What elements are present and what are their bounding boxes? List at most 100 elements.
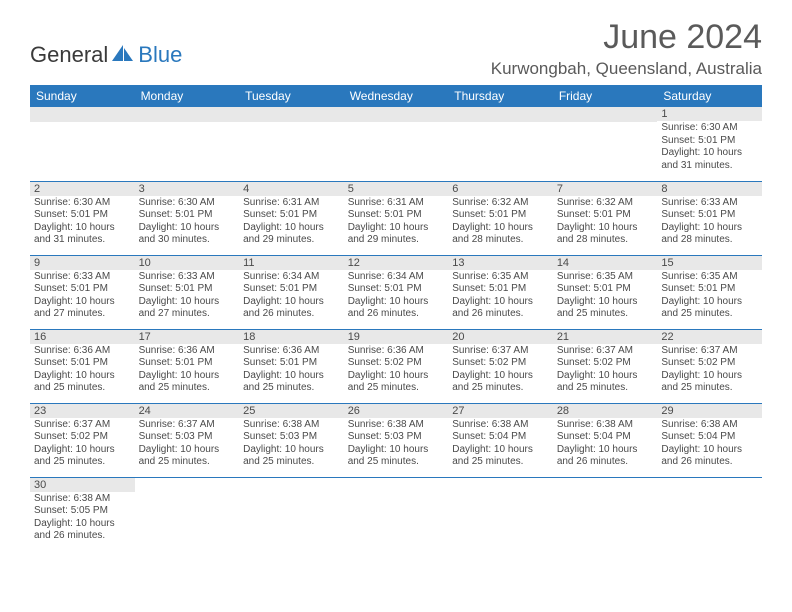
- day-content: Sunrise: 6:30 AMSunset: 5:01 PMDaylight:…: [657, 121, 762, 174]
- daylight-text-2: and 25 minutes.: [243, 456, 340, 469]
- sunrise-text: Sunrise: 6:37 AM: [139, 419, 236, 432]
- day-content: Sunrise: 6:32 AMSunset: 5:01 PMDaylight:…: [553, 196, 658, 249]
- calendar-cell: 3Sunrise: 6:30 AMSunset: 5:01 PMDaylight…: [135, 181, 240, 255]
- daylight-text-2: and 25 minutes.: [557, 308, 654, 321]
- sunset-text: Sunset: 5:01 PM: [661, 209, 758, 222]
- day-content: Sunrise: 6:34 AMSunset: 5:01 PMDaylight:…: [239, 270, 344, 323]
- sunrise-text: Sunrise: 6:37 AM: [661, 345, 758, 358]
- day-number: 9: [30, 256, 135, 270]
- sunset-text: Sunset: 5:01 PM: [34, 357, 131, 370]
- daylight-text-1: Daylight: 10 hours: [243, 444, 340, 457]
- daylight-text-1: Daylight: 10 hours: [348, 222, 445, 235]
- calendar-cell: [135, 107, 240, 181]
- day-number: 21: [553, 330, 658, 344]
- day-content: Sunrise: 6:30 AMSunset: 5:01 PMDaylight:…: [135, 196, 240, 249]
- weekday-header: Monday: [135, 85, 240, 107]
- day-number: 28: [553, 404, 658, 418]
- calendar-cell: [239, 477, 344, 551]
- day-number: 4: [239, 182, 344, 196]
- calendar-cell: 29Sunrise: 6:38 AMSunset: 5:04 PMDayligh…: [657, 403, 762, 477]
- day-content: Sunrise: 6:35 AMSunset: 5:01 PMDaylight:…: [657, 270, 762, 323]
- calendar-cell: 7Sunrise: 6:32 AMSunset: 5:01 PMDaylight…: [553, 181, 658, 255]
- daylight-text-2: and 25 minutes.: [243, 382, 340, 395]
- daylight-text-1: Daylight: 10 hours: [348, 370, 445, 383]
- weekday-header: Saturday: [657, 85, 762, 107]
- daylight-text-1: Daylight: 10 hours: [243, 370, 340, 383]
- day-content: Sunrise: 6:31 AMSunset: 5:01 PMDaylight:…: [344, 196, 449, 249]
- daylight-text-1: Daylight: 10 hours: [34, 296, 131, 309]
- day-content: Sunrise: 6:36 AMSunset: 5:01 PMDaylight:…: [239, 344, 344, 397]
- sunset-text: Sunset: 5:03 PM: [348, 431, 445, 444]
- sunset-text: Sunset: 5:01 PM: [139, 209, 236, 222]
- day-content: Sunrise: 6:33 AMSunset: 5:01 PMDaylight:…: [135, 270, 240, 323]
- sunrise-text: Sunrise: 6:38 AM: [34, 493, 131, 506]
- day-content: Sunrise: 6:35 AMSunset: 5:01 PMDaylight:…: [553, 270, 658, 323]
- calendar-cell: 8Sunrise: 6:33 AMSunset: 5:01 PMDaylight…: [657, 181, 762, 255]
- calendar-cell: 22Sunrise: 6:37 AMSunset: 5:02 PMDayligh…: [657, 329, 762, 403]
- daylight-text-2: and 28 minutes.: [557, 234, 654, 247]
- sunrise-text: Sunrise: 6:34 AM: [243, 271, 340, 284]
- day-number: 24: [135, 404, 240, 418]
- day-number: 27: [448, 404, 553, 418]
- daylight-text-1: Daylight: 10 hours: [661, 296, 758, 309]
- calendar-week-row: 9Sunrise: 6:33 AMSunset: 5:01 PMDaylight…: [30, 255, 762, 329]
- sunset-text: Sunset: 5:01 PM: [34, 283, 131, 296]
- day-number: 1: [657, 107, 762, 121]
- sunrise-text: Sunrise: 6:32 AM: [557, 197, 654, 210]
- day-number: 8: [657, 182, 762, 196]
- sunrise-text: Sunrise: 6:37 AM: [557, 345, 654, 358]
- weekday-header: Thursday: [448, 85, 553, 107]
- day-content: Sunrise: 6:35 AMSunset: 5:01 PMDaylight:…: [448, 270, 553, 323]
- sunset-text: Sunset: 5:02 PM: [661, 357, 758, 370]
- calendar-cell: [448, 477, 553, 551]
- sunset-text: Sunset: 5:01 PM: [557, 209, 654, 222]
- sunset-text: Sunset: 5:01 PM: [243, 209, 340, 222]
- calendar-cell: 11Sunrise: 6:34 AMSunset: 5:01 PMDayligh…: [239, 255, 344, 329]
- day-number-empty: [344, 107, 449, 122]
- calendar-cell: 9Sunrise: 6:33 AMSunset: 5:01 PMDaylight…: [30, 255, 135, 329]
- day-content: Sunrise: 6:36 AMSunset: 5:02 PMDaylight:…: [344, 344, 449, 397]
- calendar-cell: 18Sunrise: 6:36 AMSunset: 5:01 PMDayligh…: [239, 329, 344, 403]
- daylight-text-1: Daylight: 10 hours: [661, 222, 758, 235]
- daylight-text-1: Daylight: 10 hours: [557, 370, 654, 383]
- daylight-text-1: Daylight: 10 hours: [243, 296, 340, 309]
- day-number: 14: [553, 256, 658, 270]
- day-content: Sunrise: 6:37 AMSunset: 5:02 PMDaylight:…: [657, 344, 762, 397]
- daylight-text-2: and 25 minutes.: [452, 382, 549, 395]
- calendar-cell: 30Sunrise: 6:38 AMSunset: 5:05 PMDayligh…: [30, 477, 135, 551]
- daylight-text-1: Daylight: 10 hours: [452, 296, 549, 309]
- sunset-text: Sunset: 5:01 PM: [452, 209, 549, 222]
- daylight-text-1: Daylight: 10 hours: [661, 370, 758, 383]
- day-content: Sunrise: 6:30 AMSunset: 5:01 PMDaylight:…: [30, 196, 135, 249]
- daylight-text-1: Daylight: 10 hours: [139, 370, 236, 383]
- title-block: June 2024 Kurwongbah, Queensland, Austra…: [491, 18, 762, 79]
- day-content: Sunrise: 6:31 AMSunset: 5:01 PMDaylight:…: [239, 196, 344, 249]
- daylight-text-1: Daylight: 10 hours: [557, 296, 654, 309]
- weekday-header: Sunday: [30, 85, 135, 107]
- daylight-text-1: Daylight: 10 hours: [34, 370, 131, 383]
- sunrise-text: Sunrise: 6:38 AM: [661, 419, 758, 432]
- sunset-text: Sunset: 5:01 PM: [139, 283, 236, 296]
- sunset-text: Sunset: 5:01 PM: [243, 283, 340, 296]
- weekday-header: Friday: [553, 85, 658, 107]
- day-number-empty: [448, 107, 553, 122]
- calendar-cell: 16Sunrise: 6:36 AMSunset: 5:01 PMDayligh…: [30, 329, 135, 403]
- calendar-cell: 17Sunrise: 6:36 AMSunset: 5:01 PMDayligh…: [135, 329, 240, 403]
- calendar-week-row: 16Sunrise: 6:36 AMSunset: 5:01 PMDayligh…: [30, 329, 762, 403]
- day-number-empty: [135, 107, 240, 122]
- logo-text-general: General: [30, 42, 108, 68]
- sunrise-text: Sunrise: 6:33 AM: [139, 271, 236, 284]
- daylight-text-1: Daylight: 10 hours: [348, 296, 445, 309]
- daylight-text-2: and 26 minutes.: [452, 308, 549, 321]
- daylight-text-2: and 27 minutes.: [139, 308, 236, 321]
- sunrise-text: Sunrise: 6:37 AM: [34, 419, 131, 432]
- sunset-text: Sunset: 5:01 PM: [348, 283, 445, 296]
- daylight-text-1: Daylight: 10 hours: [557, 222, 654, 235]
- day-content: Sunrise: 6:37 AMSunset: 5:02 PMDaylight:…: [448, 344, 553, 397]
- calendar-cell: [553, 477, 658, 551]
- sunset-text: Sunset: 5:03 PM: [243, 431, 340, 444]
- day-content: Sunrise: 6:38 AMSunset: 5:03 PMDaylight:…: [239, 418, 344, 471]
- daylight-text-2: and 27 minutes.: [34, 308, 131, 321]
- daylight-text-1: Daylight: 10 hours: [139, 296, 236, 309]
- sunset-text: Sunset: 5:01 PM: [452, 283, 549, 296]
